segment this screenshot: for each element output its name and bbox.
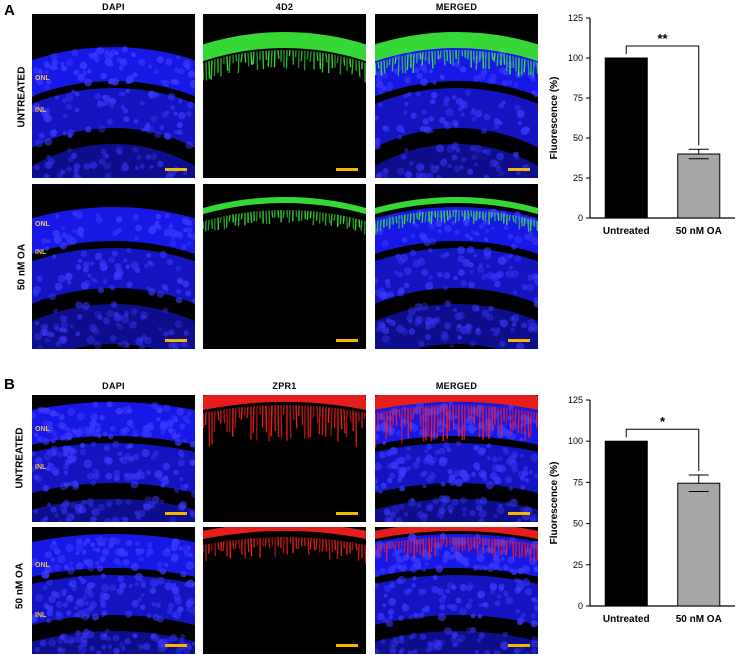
panel-b-letter: B <box>4 376 15 393</box>
panel-a-x-tick-label-1: 50 nM OA <box>676 226 722 237</box>
micrograph: ONL INL <box>32 395 195 522</box>
panel-a-bar-0 <box>604 57 648 219</box>
panel-b-x-tick-label-0: Untreated <box>603 614 650 625</box>
panel-b-col-title-dapi: DAPI <box>102 381 125 391</box>
micrograph: ONL INL <box>32 184 195 349</box>
panel-a-col-title-4d2: 4D2 <box>275 2 294 12</box>
svg-text:INL: INL <box>35 612 47 619</box>
scale-bar <box>165 339 187 342</box>
panel-a-y-tick-label: 100 <box>568 53 583 63</box>
svg-text:INL: INL <box>35 107 47 114</box>
panel-a-bar-1 <box>677 153 721 219</box>
scale-bar <box>336 512 358 515</box>
scale-bar <box>508 512 530 515</box>
micrograph: ONL INL <box>32 14 195 178</box>
panel-a-y-tick-label: 75 <box>573 93 583 103</box>
scale-bar <box>508 168 530 171</box>
panel-b-image-zpr1-oa <box>203 527 366 654</box>
panel-a-significance-label: ** <box>657 31 668 46</box>
panel-b-chart: 0 25 50 75 100 125 Fluorescence (%) Untreated 50… <box>545 390 745 641</box>
panel-b-col-title-zpr1: ZPR1 <box>272 381 297 391</box>
panel-b-y-tick-label: 75 <box>573 477 583 487</box>
panel-a-col-title-dapi: DAPI <box>102 2 125 12</box>
svg-text:ONL: ONL <box>35 221 51 228</box>
panel-a-col-title-merged: MERGED <box>435 2 478 12</box>
panel-b-image-zpr1-untreated <box>203 395 366 522</box>
panel-b-error-bar-1 <box>688 474 709 492</box>
micrograph <box>375 14 538 178</box>
panel-a-image-merged-untreated <box>375 14 538 178</box>
scale-bar <box>336 339 358 342</box>
micrograph: ONL INL <box>32 527 195 654</box>
panel-a-image-4d2-oa <box>203 184 366 349</box>
panel-a-significance-bracket <box>625 45 700 146</box>
svg-text:INL: INL <box>35 249 47 256</box>
panel-b-y-axis-label: Fluorescence (%) <box>549 462 560 545</box>
panel-b-image-dapi-oa: ONL INL <box>32 527 195 654</box>
panel-a-x-tick-label-0: Untreated <box>603 226 650 237</box>
panel-b-y-tick-label: 50 <box>573 519 583 529</box>
panel-a-y-tick-label: 0 <box>578 213 583 223</box>
panel-b-y-tick-label: 125 <box>568 395 583 405</box>
panel-b-bar-0 <box>604 440 648 607</box>
svg-text:ONL: ONL <box>35 562 51 569</box>
micrograph <box>203 395 366 522</box>
svg-text:ONL: ONL <box>35 75 51 82</box>
panel-a-image-dapi-oa: ONL INL <box>32 184 195 349</box>
panel-b-significance-bracket <box>625 428 700 471</box>
panel-a-y-tick-label: 50 <box>573 133 583 143</box>
scale-bar <box>165 512 187 515</box>
panel-a-y-tick-label: 125 <box>568 13 583 23</box>
svg-text:INL: INL <box>35 464 47 471</box>
panel-a-letter: A <box>4 2 15 19</box>
panel-a-chart: 0 25 50 75 100 125 Fluorescence (%) Untreated 50… <box>545 8 745 253</box>
scale-bar <box>508 644 530 647</box>
panel-b-bar-1 <box>677 482 721 607</box>
panel-a-row-label-oa: 50 nM OA <box>16 243 28 291</box>
micrograph <box>375 395 538 522</box>
panel-b-row-label-untreated: UNTREATED <box>14 427 26 489</box>
micrograph <box>203 14 366 178</box>
panel-b-y-tick-label: 100 <box>568 436 583 446</box>
micrograph <box>203 527 366 654</box>
panel-a-error-bar-1 <box>688 148 709 160</box>
panel-b-bar-chart: 0 25 50 75 100 125 Fluorescence (%) Untreated 50… <box>549 395 735 625</box>
panel-b-x-tick-label-1: 50 nM OA <box>676 614 722 625</box>
scale-bar <box>508 339 530 342</box>
scale-bar <box>165 644 187 647</box>
panel-a-image-merged-oa <box>375 184 538 349</box>
panel-b-y-tick-label: 0 <box>578 601 583 611</box>
panel-a-image-dapi-untreated: ONL INL <box>32 14 195 178</box>
scale-bar <box>336 644 358 647</box>
panel-b-significance-label: * <box>660 414 666 429</box>
svg-text:ONL: ONL <box>35 426 51 433</box>
panel-a-y-axis-label: Fluorescence (%) <box>549 77 560 160</box>
micrograph <box>203 184 366 349</box>
panel-a-image-4d2-untreated <box>203 14 366 178</box>
panel-b-image-dapi-untreated: ONL INL <box>32 395 195 522</box>
panel-b-col-title-merged: MERGED <box>435 381 478 391</box>
panel-a-row-label-untreated: UNTREATED <box>16 66 28 128</box>
panel-b-y-tick-label: 25 <box>573 560 583 570</box>
panel-b-image-merged-untreated <box>375 395 538 522</box>
panel-b-image-merged-oa <box>375 527 538 654</box>
panel-a-y-tick-label: 25 <box>573 173 583 183</box>
micrograph <box>375 527 538 654</box>
panel-b-row-label-oa: 50 nM OA <box>14 562 26 610</box>
panel-a-bar-chart: 0 25 50 75 100 125 Fluorescence (%) Untreated 50… <box>549 13 735 237</box>
scale-bar <box>165 168 187 171</box>
scale-bar <box>336 168 358 171</box>
micrograph <box>375 184 538 349</box>
